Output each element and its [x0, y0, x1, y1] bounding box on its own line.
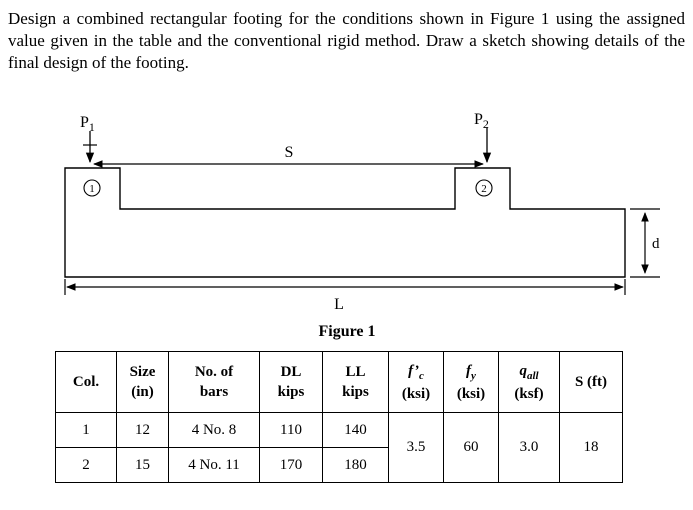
header-s: S (ft): [559, 351, 623, 414]
cell-size-1: 12: [116, 412, 169, 449]
p1-label: P1: [80, 114, 95, 134]
cell-bars-1: 4 No. 8: [168, 412, 260, 449]
header-fc: f’c (ksi): [388, 351, 444, 414]
design-parameters-table: Col. Size (in) No. of bars DL kips LL kips f…: [55, 351, 623, 484]
table-header-row: Col. Size (in) No. of bars DL kips LL kips f…: [55, 351, 623, 414]
column2-marker-number: 2: [481, 183, 487, 195]
header-fy: fy (ksi): [443, 351, 499, 414]
cell-col-2: 2: [55, 447, 117, 484]
header-dl: DL kips: [259, 351, 323, 414]
header-size: Size (in): [116, 351, 169, 414]
header-ll: LL kips: [322, 351, 389, 414]
table-row-col1: 1 12 4 No. 8 110 140 3.5 60 3.0 18: [55, 412, 623, 484]
cell-col-1: 1: [55, 412, 117, 449]
cell-fc-shared: 3.5: [388, 412, 444, 484]
column2-marker-circle: [475, 179, 493, 197]
problem-statement: Design a combined rectangular footing fo…: [8, 9, 685, 72]
figure-caption: Figure 1: [318, 323, 375, 340]
cell-size-2: 15: [116, 447, 169, 484]
cell-bars-2: 4 No. 11: [168, 447, 260, 484]
table-row-col2: 2 15 4 No. 11 170 180: [55, 447, 623, 484]
cell-s-shared: 18: [559, 412, 623, 484]
column1-marker-circle: [83, 179, 101, 197]
p2-label: P2: [474, 111, 489, 131]
cell-ll-1: 140: [322, 412, 389, 449]
d-dimension-label: d: [652, 236, 660, 252]
column1-marker-number: 1: [89, 183, 95, 195]
cell-ll-2: 180: [322, 447, 389, 484]
figure-drawing: P1 P2 S 1 2 d L Figure 1: [64, 111, 660, 340]
s-dimension-label: S: [285, 144, 294, 161]
cell-dl-1: 110: [259, 412, 323, 449]
header-col: Col.: [55, 351, 117, 414]
header-qall: qall (ksf): [498, 351, 560, 414]
cell-dl-2: 170: [259, 447, 323, 484]
l-dimension-label: L: [334, 296, 344, 313]
cell-qall-shared: 3.0: [498, 412, 560, 484]
cell-fy-shared: 60: [443, 412, 499, 484]
header-bars: No. of bars: [168, 351, 260, 414]
footing-outline: [64, 167, 626, 278]
